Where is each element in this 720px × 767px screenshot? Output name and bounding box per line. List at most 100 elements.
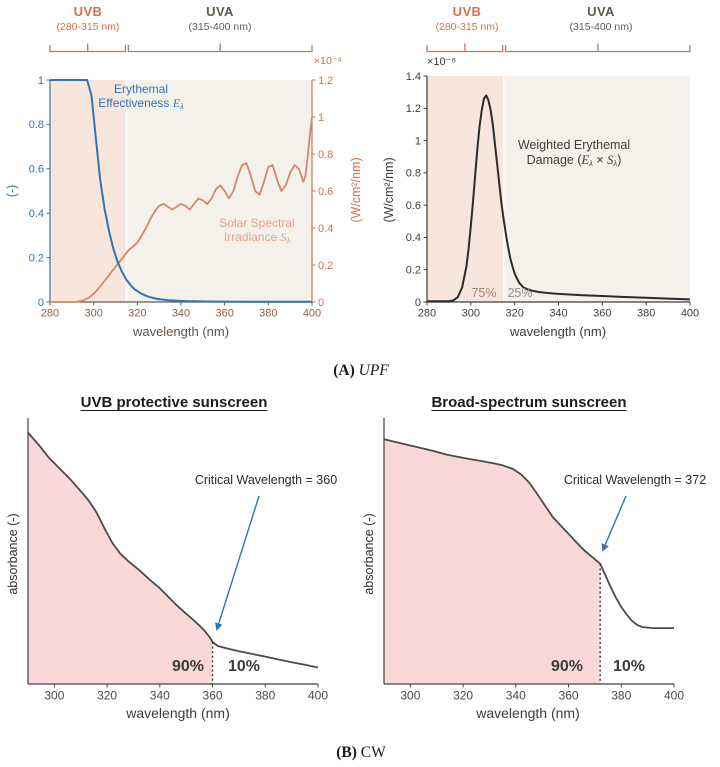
weighted-close: ) — [617, 152, 622, 167]
svg-text:0.2: 0.2 — [29, 252, 44, 264]
br-area-90-label: 90% — [550, 658, 584, 675]
svg-text:0.8: 0.8 — [29, 119, 44, 131]
weighted-symbol-e: E — [581, 152, 590, 167]
caption-a: (A) UPF — [333, 362, 389, 380]
br-critical-wavelength-annotation: Critical Wavelength = 372 — [563, 473, 707, 487]
tr-uvb-header: UVB — [452, 4, 482, 19]
solar-irradiance-curve — [50, 116, 313, 303]
svg-text:360: 360 — [559, 689, 579, 703]
tl-right-axis-label: (W/cm²/nm) — [349, 157, 363, 223]
svg-text:280: 280 — [418, 308, 436, 320]
svg-text:0.8: 0.8 — [406, 168, 421, 180]
tl-right-axis-multiplier: ×10⁻⁴ — [314, 55, 342, 67]
tl-xaxis-label: wavelength (nm) — [132, 324, 230, 339]
bl-annotation-arrow — [215, 495, 260, 631]
tr-yaxis-label: (W/cm²/nm) — [382, 157, 396, 223]
tr-uva-bracket — [505, 43, 691, 53]
solar-irradiance-annotation: Solar Spectral Irradiance Sλ — [219, 216, 294, 246]
svg-text:360: 360 — [203, 689, 223, 703]
svg-text:280: 280 — [41, 308, 59, 320]
svg-text:0.6: 0.6 — [318, 186, 333, 198]
tl-left-axis-label: (-) — [5, 184, 19, 198]
svg-text:300: 300 — [44, 689, 64, 703]
svg-text:380: 380 — [255, 689, 275, 703]
svg-text:0.4: 0.4 — [318, 223, 333, 235]
svg-text:1: 1 — [38, 75, 44, 87]
bl-xaxis-label: wavelength (nm) — [126, 705, 230, 721]
tl-uva-header: UVA — [206, 4, 234, 19]
svg-text:300: 300 — [84, 308, 102, 320]
svg-text:320: 320 — [453, 689, 473, 703]
svg-text:320: 320 — [97, 689, 117, 703]
svg-text:1.4: 1.4 — [406, 71, 421, 83]
svg-text:380: 380 — [637, 308, 655, 320]
tr-xaxis-label: wavelength (nm) — [509, 324, 607, 339]
caption-a-label: UPF — [358, 362, 389, 379]
tl-uvb-bracket — [49, 43, 127, 53]
caption-b-prefix: (B) — [336, 744, 361, 761]
br-area-10-label: 10% — [612, 658, 646, 675]
svg-text:340: 340 — [150, 689, 170, 703]
bl-absorbance-curve — [27, 432, 319, 669]
bl-area-90-label: 90% — [171, 658, 205, 675]
tl-uva-band — [126, 80, 313, 302]
br-annotation-arrow — [601, 495, 627, 552]
bl-title: UVB protective sunscreen — [80, 394, 268, 411]
erythemal-subscript: λ — [180, 102, 184, 111]
weighted-sub-2: λ — [613, 157, 618, 168]
svg-text:360: 360 — [593, 308, 611, 320]
svg-text:0: 0 — [38, 297, 44, 309]
br-title: Broad-spectrum sunscreen — [431, 394, 627, 411]
svg-text:0: 0 — [318, 297, 324, 309]
tl-uvb-range: (280-315 nm) — [56, 21, 120, 33]
svg-text:1: 1 — [415, 135, 421, 147]
br-absorbance-curve — [383, 438, 674, 629]
caption-b: (B) CW — [336, 744, 386, 762]
solar-subscript: λ — [286, 236, 291, 245]
svg-text:0.4: 0.4 — [406, 232, 421, 244]
solar-symbol: S — [280, 230, 287, 245]
caption-a-prefix: (A) — [333, 362, 359, 379]
uvb-share-label: 75% — [471, 286, 497, 300]
svg-text:320: 320 — [505, 308, 523, 320]
erythemal-effectiveness-curve — [50, 79, 312, 303]
svg-text:300: 300 — [400, 689, 420, 703]
br-yaxis-label: absorbance (-) — [362, 513, 376, 595]
bl-shaded-area — [28, 432, 213, 684]
bl-yaxis-label: absorbance (-) — [6, 513, 20, 595]
erythemal-effectiveness-annotation: Erythemal Effectiveness Eλ — [98, 82, 183, 112]
solar-line2: Irradiance — [223, 230, 281, 245]
svg-text:320: 320 — [128, 308, 146, 320]
svg-text:400: 400 — [664, 689, 684, 703]
svg-text:400: 400 — [303, 308, 321, 320]
br-shaded-area — [384, 439, 601, 684]
svg-text:0.6: 0.6 — [29, 164, 44, 176]
svg-text:0: 0 — [415, 297, 421, 309]
tr-uva-header: UVA — [587, 4, 615, 19]
svg-text:340: 340 — [549, 308, 567, 320]
tr-yaxis-multiplier: ×10⁻⁶ — [427, 56, 456, 68]
tr-uvb-range: (280-315 nm) — [435, 21, 499, 33]
svg-text:0.2: 0.2 — [406, 265, 421, 277]
br-xaxis-label: wavelength (nm) — [476, 705, 580, 721]
svg-text:0.8: 0.8 — [318, 149, 333, 161]
tr-uva-band — [503, 76, 690, 302]
weighted-damage-curve — [427, 94, 691, 303]
svg-text:340: 340 — [506, 689, 526, 703]
tl-uva-bracket — [127, 43, 313, 53]
svg-text:380: 380 — [259, 308, 277, 320]
weighted-damage-annotation: Weighted Erythemal Damage (Eλ × Sλ) — [518, 138, 630, 168]
svg-text:0.2: 0.2 — [318, 260, 333, 272]
tr-uvb-bracket — [426, 43, 504, 53]
tl-uvb-header: UVB — [73, 4, 103, 19]
weighted-sub-1: λ — [589, 157, 593, 168]
solar-line1: Solar Spectral — [219, 216, 295, 230]
svg-text:380: 380 — [611, 689, 631, 703]
bl-area-10-label: 10% — [227, 658, 261, 675]
weighted-line2-prefix: Damage ( — [526, 152, 582, 167]
svg-text:360: 360 — [215, 308, 233, 320]
erythemal-line2: Effectiveness — [98, 96, 173, 111]
svg-text:0.4: 0.4 — [29, 208, 44, 220]
svg-text:0.6: 0.6 — [406, 200, 421, 212]
